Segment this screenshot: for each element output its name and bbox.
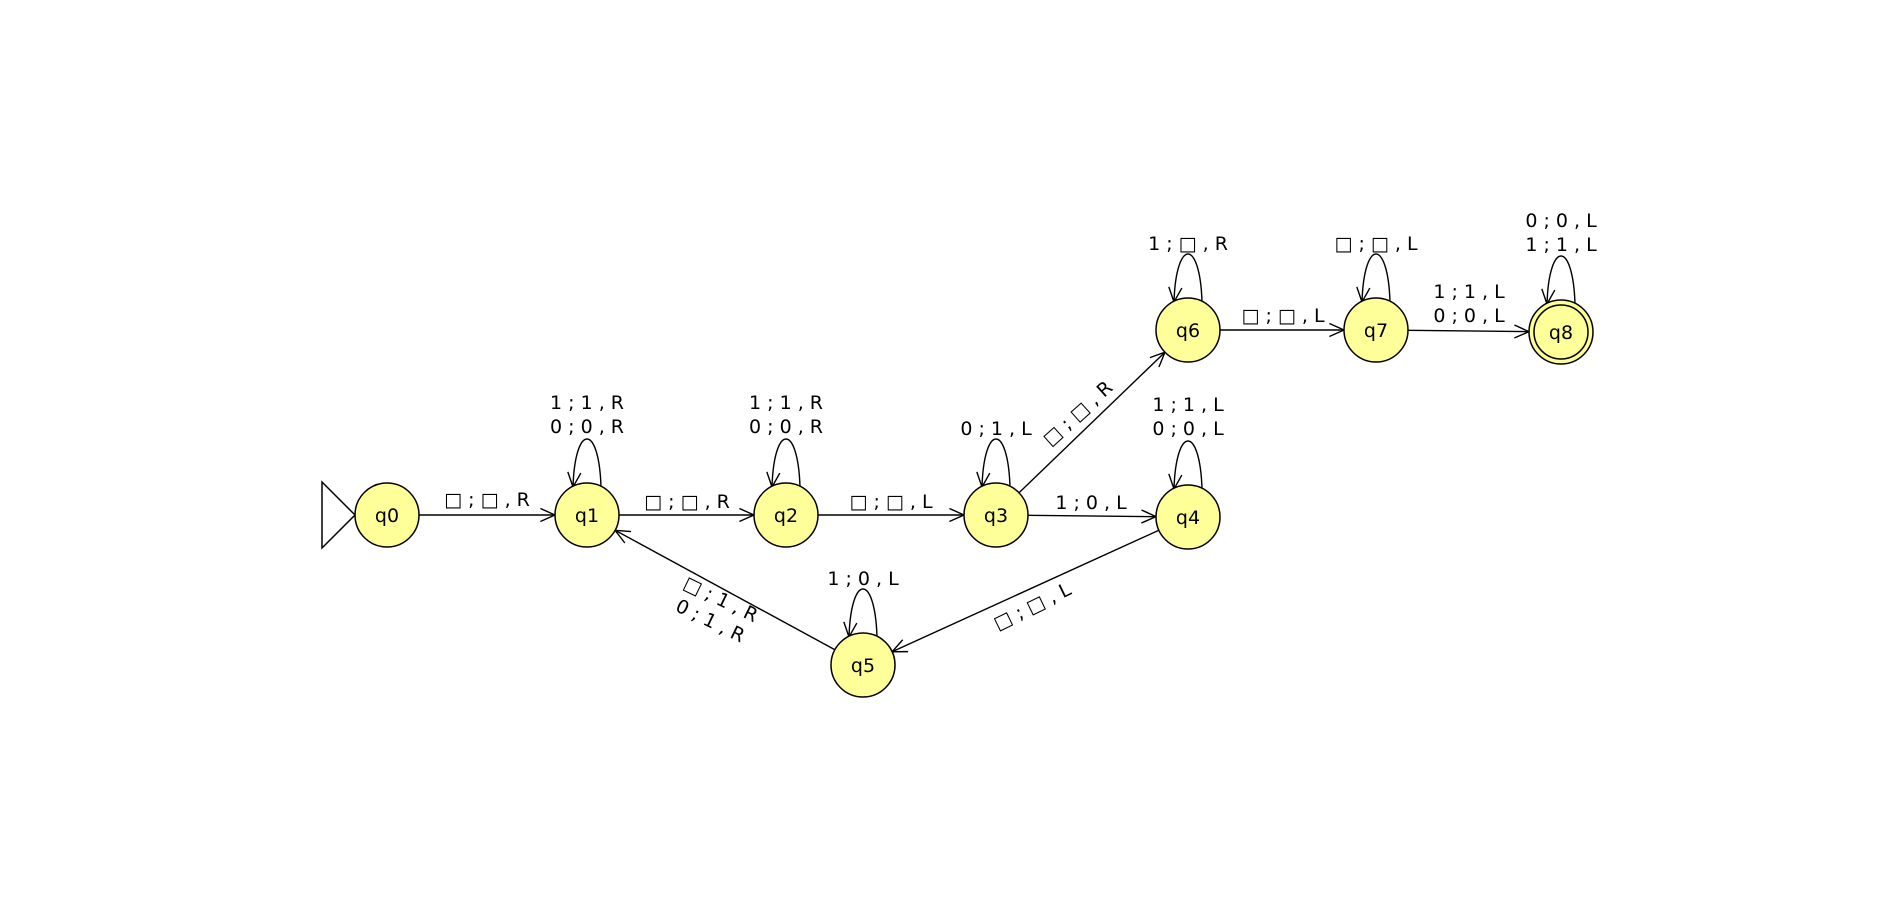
edge-line bbox=[891, 529, 1160, 653]
transition-rule: 0 ; 0 , R bbox=[749, 416, 823, 438]
transition-rule: 0 ; 0 , L bbox=[1525, 210, 1597, 232]
state-label: q4 bbox=[1176, 507, 1200, 529]
loop-edge bbox=[771, 438, 801, 488]
transition-label-q0-q1: □ ; □ , R bbox=[444, 489, 530, 511]
state-label: q3 bbox=[984, 505, 1008, 527]
transition-rule: □ ; □ , L bbox=[990, 578, 1075, 634]
loop-edge bbox=[1546, 255, 1576, 305]
loop-edge bbox=[1173, 440, 1203, 490]
transition-label-q3-q4: 1 ; 0 , L bbox=[1055, 492, 1127, 514]
state-q2[interactable]: q2 bbox=[753, 482, 819, 548]
state-circle bbox=[1343, 297, 1409, 363]
state-label: q0 bbox=[375, 505, 399, 527]
transition-label-q7-q8: 1 ; 1 , L0 ; 0 , L bbox=[1433, 281, 1505, 327]
state-q5[interactable]: q5 bbox=[830, 632, 896, 698]
state-circle bbox=[963, 482, 1029, 548]
transition-rule: □ ; □ , L bbox=[1241, 305, 1325, 327]
state-circle bbox=[753, 482, 819, 548]
transition-rule: 1 ; 1 , R bbox=[749, 392, 823, 414]
transition-label-q1-q2: □ ; □ , R bbox=[644, 491, 730, 513]
loop-edge bbox=[572, 438, 602, 488]
transition-label-q4-q4: 1 ; 1 , L0 ; 0 , L bbox=[1152, 394, 1224, 440]
transition-label-q6-q6: 1 ; □ , R bbox=[1148, 233, 1228, 255]
transition-label-q4-q5: □ ; □ , L bbox=[990, 578, 1075, 634]
loop-edge bbox=[848, 588, 878, 638]
transition-rule: 1 ; 1 , L bbox=[1152, 394, 1224, 416]
transition-q8-q8 bbox=[1541, 255, 1576, 306]
state-q6[interactable]: q6 bbox=[1155, 297, 1221, 363]
transition-labels-layer: □ ; □ , R1 ; 1 , R0 ; 0 , R□ ; □ , R1 ; … bbox=[444, 210, 1597, 647]
accepting-ring bbox=[1533, 304, 1589, 360]
transition-q7-q7 bbox=[1356, 253, 1391, 304]
loop-edge bbox=[981, 438, 1011, 488]
transition-rule: □ ; □ , R bbox=[1039, 377, 1117, 451]
state-q1[interactable]: q1 bbox=[554, 482, 620, 548]
state-circle bbox=[1528, 299, 1594, 365]
transition-label-q6-q7: □ ; □ , L bbox=[1241, 305, 1325, 327]
edge-line bbox=[1018, 351, 1166, 494]
transitions-layer bbox=[419, 253, 1576, 653]
transition-q6-q6 bbox=[1168, 253, 1203, 304]
transition-label-q1-q1: 1 ; 1 , R0 ; 0 , R bbox=[550, 392, 624, 438]
transition-label-q7-q7: □ ; □ , L bbox=[1334, 233, 1418, 255]
transition-label-q8-q8: 0 ; 0 , L1 ; 1 , L bbox=[1525, 210, 1597, 256]
transition-label-q2-q3: □ ; □ , L bbox=[849, 491, 933, 513]
state-circle bbox=[1155, 484, 1221, 550]
initial-state-marker bbox=[321, 480, 357, 550]
transition-rule: □ ; □ , L bbox=[849, 491, 933, 513]
transition-q2-q2 bbox=[766, 438, 801, 489]
transition-rule: □ ; □ , L bbox=[1334, 233, 1418, 255]
state-circle bbox=[554, 482, 620, 548]
loop-edge bbox=[1361, 253, 1391, 303]
state-label: q1 bbox=[575, 505, 599, 527]
transition-label-q3-q6: □ ; □ , R bbox=[1039, 377, 1117, 451]
transition-rule: □ ; □ , R bbox=[644, 491, 730, 513]
state-label: q7 bbox=[1364, 320, 1388, 342]
transition-rule: 1 ; 0 , L bbox=[827, 568, 899, 590]
state-label: q5 bbox=[851, 655, 875, 677]
transition-rule: 1 ; 1 , L bbox=[1525, 234, 1597, 256]
state-circle bbox=[830, 632, 896, 698]
state-label: q8 bbox=[1549, 322, 1573, 344]
transition-q1-q1 bbox=[567, 438, 602, 489]
state-label: q2 bbox=[774, 505, 798, 527]
transition-label-q2-q2: 1 ; 1 , R0 ; 0 , R bbox=[749, 392, 823, 438]
transition-rule: 0 ; 0 , R bbox=[550, 416, 624, 438]
state-q8[interactable]: q8 bbox=[1528, 299, 1594, 365]
transition-rule: 1 ; 0 , L bbox=[1055, 492, 1127, 514]
edge-line bbox=[1027, 514, 1157, 518]
loop-edge bbox=[1173, 253, 1203, 303]
state-q7[interactable]: q7 bbox=[1343, 297, 1409, 363]
transition-rule: 1 ; □ , R bbox=[1148, 233, 1228, 255]
transition-rule: 1 ; 1 , L bbox=[1433, 281, 1505, 303]
transition-label-q5-q1: □ ; 1 , R0 ; 1 , R bbox=[672, 572, 761, 647]
transition-q4-q4 bbox=[1168, 440, 1203, 491]
transition-q5-q5 bbox=[843, 588, 878, 639]
state-circle bbox=[354, 482, 420, 548]
edge-line bbox=[1407, 329, 1530, 333]
state-q4[interactable]: q4 bbox=[1155, 484, 1221, 550]
transition-label-q3-q3: 0 ; 1 , L bbox=[960, 418, 1032, 440]
state-circle bbox=[1155, 297, 1221, 363]
transition-label-q5-q5: 1 ; 0 , L bbox=[827, 568, 899, 590]
transition-q4-q5 bbox=[890, 529, 1160, 653]
transition-rule: 0 ; 0 , L bbox=[1433, 305, 1505, 327]
transition-q3-q6 bbox=[1018, 351, 1167, 494]
state-q0[interactable]: q0 bbox=[354, 482, 420, 548]
transition-rule: 1 ; 1 , R bbox=[550, 392, 624, 414]
state-q3[interactable]: q3 bbox=[963, 482, 1029, 548]
edge-line bbox=[614, 529, 836, 651]
transition-q3-q3 bbox=[976, 438, 1011, 489]
transition-rule: □ ; □ , R bbox=[444, 489, 530, 511]
transition-rule: 0 ; 0 , L bbox=[1152, 418, 1224, 440]
state-label: q6 bbox=[1176, 320, 1200, 342]
transition-rule: 0 ; 1 , L bbox=[960, 418, 1032, 440]
states-layer: q0 q1 q2 q3 q4 q5 q6 q7 q8 bbox=[321, 297, 1594, 698]
